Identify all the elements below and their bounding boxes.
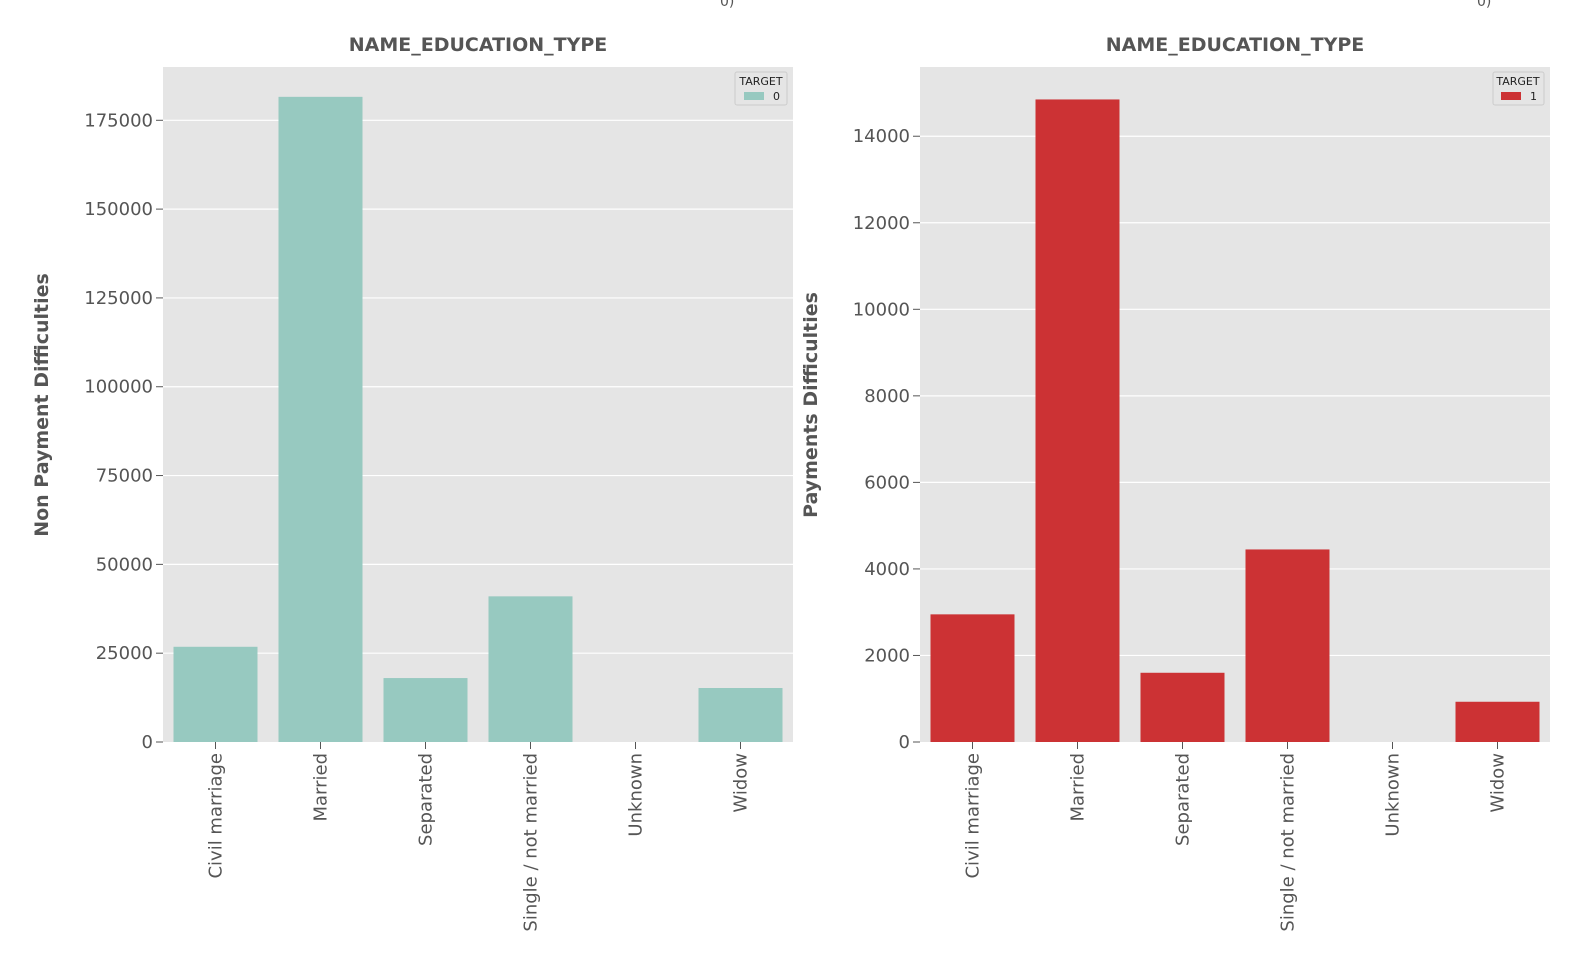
x-tick-label: Separated: [416, 753, 437, 846]
x-tick-label: Civil marriage: [206, 753, 227, 879]
y-tick-label: 10000: [853, 299, 910, 320]
bar: [1035, 99, 1120, 743]
x-tick-label: Single / not married: [1278, 753, 1299, 932]
legend-entry-label: 1: [1530, 90, 1537, 103]
legend-entry-label: 0: [773, 90, 780, 103]
x-tick-label: Married: [311, 753, 332, 822]
x-tick-label: Single / not married: [521, 753, 542, 932]
bar: [698, 688, 783, 742]
x-tick-label: Civil marriage: [963, 753, 984, 879]
y-tick-label: 4000: [864, 559, 910, 580]
bar: [278, 96, 363, 742]
plot-area: [920, 67, 1550, 742]
x-axis-ticks: Civil marriage Married Separated Single / n…: [963, 742, 1509, 932]
chart-title: NAME_EDUCATION_TYPE: [349, 34, 608, 56]
y-tick-label: 0: [142, 732, 153, 753]
gridlines: [163, 119, 793, 654]
plot-area: [163, 67, 793, 742]
y-tick-label: 12000: [853, 213, 910, 234]
chart-non-payment: 0 25000 50000 75000 100000 125000 150000 175000…: [31, 34, 793, 932]
gridlines: [920, 135, 1550, 657]
bars: [173, 96, 783, 742]
bars: [930, 99, 1540, 743]
y-axis-label: Payments Difficulties: [800, 292, 822, 518]
bar: [930, 614, 1015, 742]
y-tick-label: 50000: [96, 554, 153, 575]
legend-title: TARGET: [1495, 75, 1540, 88]
x-tick-label: Widow: [1488, 753, 1509, 813]
y-axis-ticks: 0 2000 4000 6000 8000 10000 12000 14000: [853, 126, 920, 753]
x-tick-label: Unknown: [626, 753, 647, 837]
y-tick-label: 75000: [96, 466, 153, 487]
y-axis-ticks: 0 25000 50000 75000 100000 125000 150000 175000: [84, 110, 163, 753]
x-axis-ticks: Civil marriage Married Separated Single / n…: [206, 742, 752, 932]
y-tick-label: 2000: [864, 645, 910, 666]
legend-swatch: [1501, 92, 1521, 100]
bar: [1455, 701, 1540, 742]
x-tick-label: Married: [1068, 753, 1089, 822]
bar: [1140, 672, 1225, 742]
bar: [488, 596, 573, 742]
bar: [383, 678, 468, 742]
chart-payments: 0 2000 4000 6000 8000 10000 12000 14000 Civil m…: [800, 34, 1550, 932]
y-tick-label: 14000: [853, 126, 910, 147]
y-tick-label: 100000: [84, 377, 153, 398]
bar: [1245, 549, 1330, 742]
y-axis-label: Non Payment Difficulties: [31, 273, 53, 537]
y-tick-label: 125000: [84, 288, 153, 309]
chart-title: NAME_EDUCATION_TYPE: [1106, 34, 1365, 56]
y-tick-label: 0: [899, 732, 910, 753]
y-tick-label: 150000: [84, 199, 153, 220]
legend-swatch: [744, 92, 764, 100]
y-tick-label: 6000: [864, 472, 910, 493]
top-fragment-left: 0): [720, 0, 734, 10]
legend-title: TARGET: [738, 75, 783, 88]
top-fragment-right: 0): [1477, 0, 1491, 10]
legend: TARGET 1: [1492, 71, 1545, 106]
x-tick-label: Separated: [1173, 753, 1194, 846]
bar: [173, 646, 258, 742]
x-tick-label: Widow: [731, 753, 752, 813]
y-tick-label: 175000: [84, 110, 153, 131]
x-tick-label: Unknown: [1383, 753, 1404, 837]
y-tick-label: 8000: [864, 386, 910, 407]
y-tick-label: 25000: [96, 643, 153, 664]
legend: TARGET 0: [734, 71, 788, 106]
